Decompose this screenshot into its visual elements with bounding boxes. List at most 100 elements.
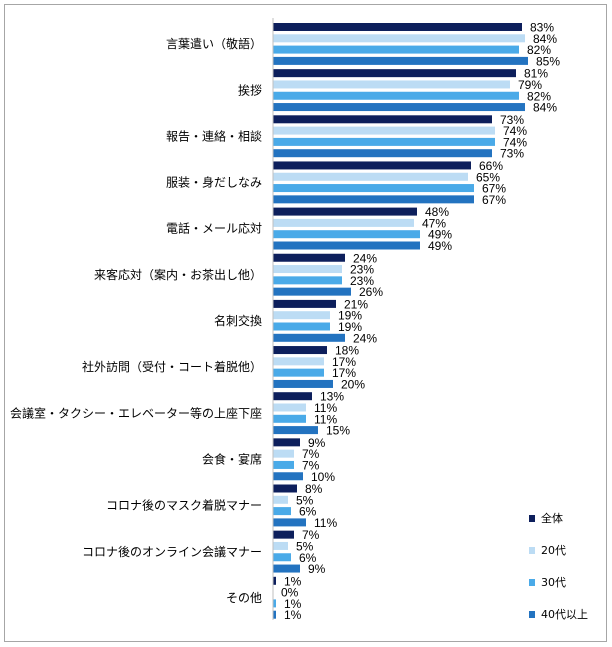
value-label: 20% [341,377,365,391]
value-label: 85% [536,54,560,68]
value-label: 15% [326,424,350,438]
value-label: 47% [422,216,446,230]
legend-swatch [529,547,535,554]
bar [273,472,303,481]
bar [273,530,294,539]
bar [273,230,420,239]
value-label: 19% [338,320,362,334]
value-label: 8% [305,482,323,496]
value-label: 83% [530,21,554,35]
value-labels-layer: 83%84%82%85%81%79%82%84%73%74%74%73%66%6… [281,21,560,623]
bars-layer [273,23,528,619]
value-label: 26% [359,285,383,299]
value-label: 6% [299,551,317,565]
value-label: 1% [284,597,302,611]
value-label: 19% [338,309,362,323]
bar [273,484,297,493]
value-label: 82% [527,89,551,103]
bar [273,184,474,193]
value-label: 18% [335,344,359,358]
legend: 全体 20代 30代 40代以上 [529,511,588,621]
value-label: 66% [479,159,503,173]
bar [273,392,312,401]
bar [273,34,525,43]
bar [273,333,345,342]
category-label: その他 [226,591,262,605]
bar [273,299,336,308]
bar [273,56,528,65]
legend-label: 40代以上 [541,608,588,621]
bar [273,80,510,89]
bar [273,403,306,412]
value-label: 17% [332,366,356,380]
value-label: 65% [476,170,500,184]
category-label: 来客応対（案内・お茶出し他） [94,267,262,282]
bar [273,91,519,100]
bar [273,564,300,573]
bar [273,115,492,124]
bar [273,45,519,54]
value-label: 79% [518,78,542,92]
legend-swatch [529,579,535,586]
bar [273,507,291,516]
legend-swatch [529,611,535,618]
category-label: 報告・連絡・相談 [166,128,262,143]
bar [273,438,300,447]
legend-label: 30代 [541,576,566,589]
bar [273,218,414,227]
bar [273,610,276,619]
bar [273,265,342,274]
value-label: 1% [284,608,302,622]
value-label: 9% [308,562,326,576]
category-label: 挨拶 [238,82,262,97]
value-label: 7% [302,528,320,542]
bar [273,346,327,355]
bar [273,576,276,585]
bar [273,311,330,320]
bar [273,103,525,112]
bar [273,368,324,377]
value-label: 74% [503,135,527,149]
value-label: 67% [482,182,506,196]
bar [273,460,294,469]
value-label: 48% [425,205,449,219]
value-label: 10% [311,470,335,484]
legend-label: 20代 [541,544,566,557]
bar [273,69,516,78]
value-label: 23% [350,274,374,288]
value-label: 7% [302,447,320,461]
value-label: 73% [500,113,524,127]
category-label: 社外訪問（受付・コート着脱他） [82,359,262,374]
bar [273,426,318,435]
bar [273,253,345,262]
value-label: 1% [284,574,302,588]
category-label: 服装・身だしなみ [166,175,262,190]
bar [273,357,324,366]
value-label: 23% [350,263,374,277]
bar [273,149,492,158]
bar [273,414,306,423]
value-label: 21% [344,297,368,311]
bar [273,137,495,146]
value-label: 9% [308,436,326,450]
bar [273,541,288,550]
value-label: 73% [500,147,524,161]
bar [273,126,495,135]
category-label: コロナ後のマスク着脱マナー [106,498,262,513]
value-label: 6% [299,505,317,519]
bar [273,518,306,527]
value-label: 5% [296,539,314,553]
bar [273,322,330,331]
category-labels-layer: 言葉遣い（敬語） 挨拶報告・連絡・相談服装・身だしなみ電話・メール応対来客応対（案… [10,36,262,605]
category-label: 名刺交換 [214,313,262,328]
bar [273,241,420,250]
bar [273,379,333,388]
value-label: 74% [503,124,527,138]
value-label: 49% [428,239,452,253]
value-label: 0% [281,586,299,600]
value-label: 67% [482,193,506,207]
legend-label: 全体 [541,511,563,525]
value-label: 11% [314,412,337,426]
value-label: 5% [296,493,314,507]
